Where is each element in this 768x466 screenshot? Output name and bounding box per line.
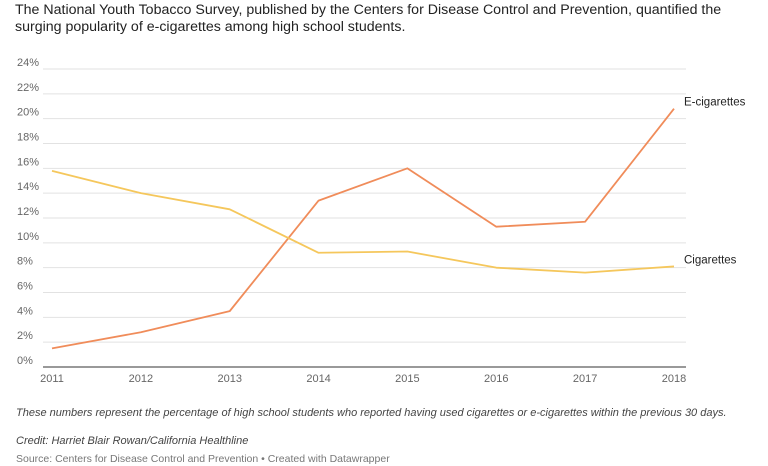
grid-lines: [43, 68, 686, 368]
series-lines: [51, 108, 675, 350]
x-tick-label: 2016: [484, 373, 508, 385]
x-tick-label: 2017: [573, 373, 597, 385]
chart-credit: Credit: Harriet Blair Rowan/California H…: [16, 435, 249, 447]
line-chart: 0%2%4%6%8%10%12%14%16%18%20%22%24% 2011 2…: [17, 57, 746, 385]
y-tick-label: 16%: [17, 156, 39, 168]
y-tick-label: 12%: [17, 206, 39, 218]
y-tick-label: 22%: [17, 82, 39, 94]
cigarettes-line: [51, 169, 675, 274]
y-tick-label: 8%: [17, 256, 33, 268]
x-tick-label: 2015: [395, 373, 419, 385]
y-tick-label: 14%: [17, 181, 39, 193]
y-tick-label: 10%: [17, 231, 39, 243]
x-tick-label: 2013: [217, 373, 241, 385]
y-axis-ticks: 0% 2% 4% 6% 8% 10% 12% 14% 16% 18% 20% 22% 24%: [17, 57, 39, 367]
y-tick-label: 2%: [17, 330, 33, 342]
x-axis-ticks: 2011 2012 2013 2014 2015 2016 2017 2018: [40, 373, 686, 385]
chart-source: Source: Centers for Disease Control and …: [16, 453, 390, 465]
x-tick-label: 2012: [129, 373, 153, 385]
y-tick-label: 4%: [17, 305, 33, 317]
y-tick-label: 24%: [17, 57, 39, 69]
chart-title: The National Youth Tobacco Survey, publi…: [15, 2, 722, 35]
x-tick-label: 2014: [306, 373, 330, 385]
x-tick-label: 2018: [662, 373, 686, 385]
series-label: E-cigarettes: [684, 97, 746, 109]
y-tick-label: 0%: [17, 355, 33, 367]
y-tick-label: 18%: [17, 132, 39, 144]
e-cigarettes-line: [51, 108, 675, 350]
y-tick-label: 6%: [17, 281, 33, 293]
y-tick-label: 20%: [17, 107, 39, 119]
x-tick-label: 2011: [40, 373, 64, 385]
series-labels: E-cigarettes Cigarettes: [684, 97, 746, 267]
chart-notes: These numbers represent the percentage o…: [16, 407, 727, 419]
series-label: Cigarettes: [684, 254, 737, 266]
